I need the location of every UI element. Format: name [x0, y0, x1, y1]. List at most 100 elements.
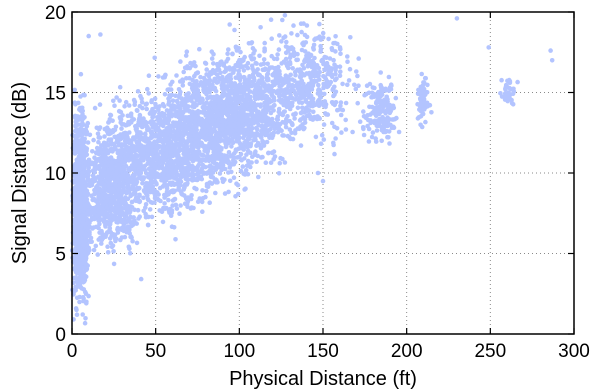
data-point: [250, 101, 255, 107]
data-point: [205, 123, 210, 129]
data-point: [152, 172, 157, 177]
data-point: [238, 49, 243, 55]
data-point: [182, 103, 187, 109]
data-point: [195, 138, 200, 144]
data-point: [299, 109, 305, 115]
data-point: [238, 151, 244, 157]
data-point: [279, 83, 284, 88]
data-point: [345, 54, 350, 59]
data-point: [260, 115, 265, 120]
data-point: [80, 280, 86, 285]
data-point: [191, 60, 197, 65]
data-point: [93, 243, 99, 249]
data-point: [195, 165, 200, 170]
data-point: [161, 205, 166, 211]
data-point: [135, 89, 141, 94]
data-point: [171, 133, 176, 139]
data-point: [375, 105, 380, 110]
data-point: [289, 31, 294, 36]
data-point: [211, 104, 217, 109]
data-point: [104, 129, 110, 134]
data-point: [107, 228, 112, 233]
data-point: [242, 127, 247, 132]
data-point: [138, 276, 144, 282]
data-point: [361, 132, 367, 138]
data-point: [266, 77, 271, 83]
data-point: [190, 92, 196, 98]
data-point: [90, 197, 95, 203]
data-point: [295, 32, 300, 38]
data-point: [208, 163, 213, 168]
data-point: [268, 105, 273, 110]
data-point: [240, 118, 246, 123]
data-point: [272, 98, 277, 103]
data-point: [146, 214, 151, 220]
data-point: [129, 167, 135, 172]
data-point: [174, 73, 179, 78]
data-point: [229, 169, 234, 175]
data-point: [102, 157, 108, 162]
data-point: [151, 140, 156, 146]
scatter-points: [69, 13, 555, 326]
data-point: [227, 131, 233, 137]
data-point: [148, 178, 154, 184]
data-point: [340, 81, 345, 87]
data-point: [112, 181, 117, 186]
data-point: [119, 121, 125, 127]
data-point: [327, 56, 333, 61]
data-point: [157, 138, 163, 144]
data-point: [355, 100, 361, 106]
data-point: [173, 237, 178, 242]
data-point: [213, 154, 219, 159]
data-point: [279, 128, 284, 133]
data-point: [80, 295, 86, 300]
data-point: [227, 22, 232, 27]
data-point: [360, 125, 366, 130]
data-point: [322, 55, 328, 60]
data-point: [218, 154, 223, 159]
x-tick-label: 150: [307, 341, 339, 362]
data-point: [182, 185, 187, 190]
data-point: [77, 187, 82, 193]
data-point: [82, 275, 87, 281]
data-point: [93, 166, 99, 171]
data-point: [81, 239, 86, 245]
data-point: [385, 97, 390, 102]
data-point: [80, 184, 86, 190]
data-point: [202, 102, 207, 107]
data-point: [77, 180, 82, 185]
data-point: [255, 153, 260, 159]
x-tick-label: 50: [145, 341, 166, 362]
data-point: [162, 111, 167, 117]
data-point: [180, 135, 185, 141]
data-point: [386, 135, 391, 140]
data-point: [203, 111, 209, 116]
data-point: [119, 209, 125, 215]
data-point: [257, 53, 262, 59]
data-point: [324, 65, 330, 70]
data-point: [328, 68, 334, 73]
data-point: [422, 92, 428, 98]
data-point: [108, 240, 114, 246]
data-point: [76, 246, 82, 252]
data-point: [226, 75, 232, 80]
data-point: [300, 88, 305, 93]
data-point: [338, 47, 343, 52]
data-point: [134, 240, 140, 246]
data-point: [283, 121, 288, 126]
data-point: [95, 191, 101, 197]
data-point: [184, 49, 190, 54]
data-point: [115, 215, 121, 221]
data-point: [305, 54, 311, 59]
data-point: [190, 177, 195, 183]
data-point: [178, 203, 183, 208]
data-point: [183, 53, 189, 58]
data-point: [109, 142, 114, 147]
data-point: [105, 211, 110, 217]
data-point: [318, 49, 323, 54]
data-point: [233, 116, 238, 121]
data-point: [369, 90, 375, 96]
data-point: [254, 142, 260, 148]
data-point: [129, 178, 134, 183]
